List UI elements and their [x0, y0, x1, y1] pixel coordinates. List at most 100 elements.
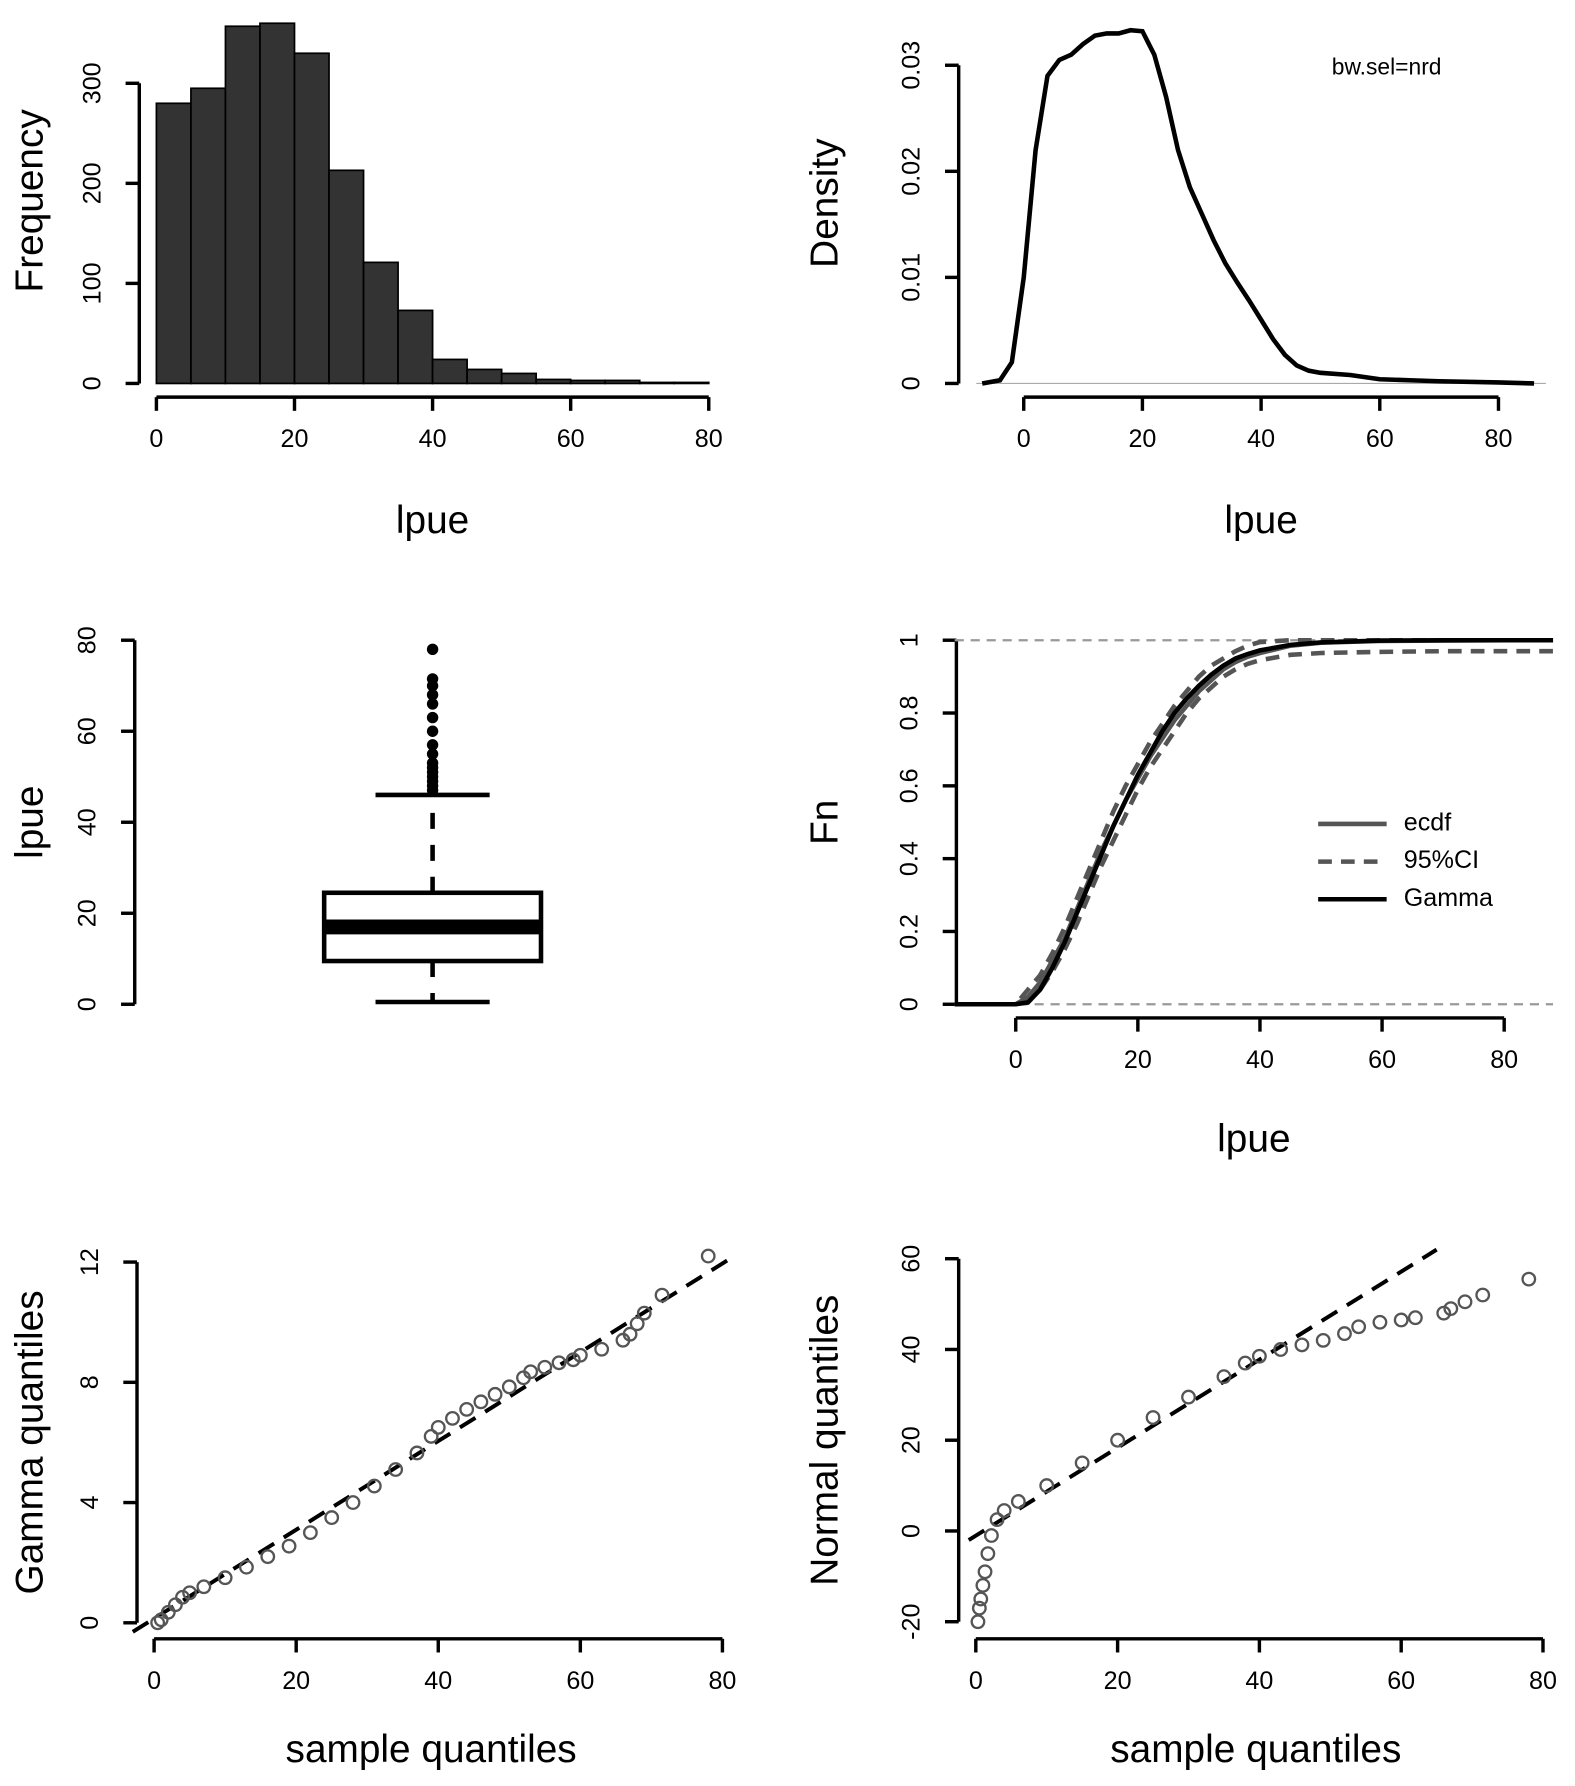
point	[1074, 1455, 1090, 1471]
point	[1351, 1319, 1367, 1335]
x-tick-label: 20	[281, 425, 309, 453]
outlier	[426, 689, 439, 701]
reference-line	[131, 1257, 731, 1634]
x-axis-label: sample quantiles	[286, 1728, 577, 1771]
y-tick-label: 4	[76, 1496, 104, 1510]
bar	[293, 52, 330, 385]
point	[1273, 1342, 1289, 1357]
y-tick-label: 60	[74, 717, 102, 745]
point	[537, 1359, 553, 1375]
point	[430, 1419, 446, 1435]
y-tick-label: 0	[78, 376, 106, 390]
bar	[673, 381, 710, 385]
point	[388, 1462, 404, 1477]
point	[629, 1316, 645, 1332]
bar	[155, 102, 192, 385]
x-tick-label: 0	[1017, 425, 1031, 453]
y-tick-label: 0.4	[895, 841, 923, 876]
x-tick-label: 0	[147, 1667, 161, 1695]
outlier	[426, 643, 439, 656]
x-tick-label: 0	[969, 1667, 983, 1695]
x-tick-label: 60	[557, 425, 585, 453]
y-axis-label: Frequency	[8, 109, 51, 293]
y-axis-label: Fn	[804, 800, 847, 845]
y-tick-label: 100	[78, 262, 106, 304]
x-tick-label: 80	[1529, 1667, 1557, 1695]
bar	[190, 87, 227, 385]
point	[654, 1287, 670, 1303]
y-tick-label: 0.6	[895, 768, 923, 803]
y-axis-label: lpue	[8, 786, 51, 859]
bar	[259, 22, 296, 385]
point	[980, 1546, 996, 1562]
point	[409, 1445, 425, 1461]
point	[167, 1597, 183, 1613]
legend-label: ecdf	[1404, 809, 1452, 837]
x-tick-label: 20	[1128, 425, 1156, 453]
bar	[466, 368, 503, 385]
point	[1181, 1389, 1196, 1405]
point	[445, 1410, 460, 1426]
y-axis-label: Normal quantiles	[804, 1295, 847, 1586]
y-tick-label: 1	[895, 633, 923, 647]
x-tick-label: 20	[282, 1667, 310, 1695]
x-tick-label: 80	[708, 1667, 736, 1695]
point	[700, 1248, 716, 1264]
point	[1372, 1314, 1388, 1330]
x-tick-label: 0	[149, 425, 163, 453]
bar	[328, 169, 365, 385]
y-tick-label: 0	[898, 376, 926, 390]
y-tick-label: 0.2	[895, 914, 923, 949]
y-tick-label: 0.8	[895, 696, 923, 731]
x-axis-label: lpue	[1217, 1117, 1290, 1160]
point	[551, 1355, 567, 1371]
point	[572, 1347, 588, 1363]
point	[1315, 1332, 1331, 1348]
point	[1216, 1369, 1232, 1385]
bar	[431, 358, 468, 385]
y-tick-label: 0	[74, 997, 102, 1011]
x-axis-label: sample quantiles	[1110, 1728, 1401, 1771]
outlier	[426, 711, 439, 724]
bar	[397, 309, 434, 385]
y-tick-label: 0	[76, 1616, 104, 1630]
reference-line	[967, 1247, 1438, 1542]
annotation: bw.sel=nrd	[1332, 54, 1442, 80]
y-tick-label: 0	[898, 1524, 926, 1538]
point	[366, 1478, 382, 1494]
y-axis-label: Density	[804, 138, 847, 268]
point	[1393, 1312, 1409, 1328]
y-tick-label: 20	[898, 1426, 926, 1454]
legend-label: Gamma	[1404, 884, 1493, 912]
point	[182, 1585, 198, 1601]
point	[196, 1579, 212, 1595]
point	[523, 1364, 539, 1380]
point	[1237, 1355, 1253, 1371]
bar	[362, 261, 399, 385]
outlier	[426, 739, 439, 751]
outlier	[426, 748, 439, 760]
point	[239, 1559, 254, 1575]
point	[983, 1528, 999, 1543]
point	[1110, 1432, 1126, 1448]
point	[971, 1600, 987, 1616]
point	[622, 1326, 638, 1342]
y-tick-label: 60	[898, 1245, 926, 1273]
point	[302, 1525, 318, 1541]
outlier	[426, 673, 439, 685]
point	[1407, 1310, 1423, 1326]
ecdf-line	[954, 637, 1554, 1007]
density-line	[981, 27, 1535, 386]
bar	[500, 372, 538, 385]
ecdf-line	[954, 648, 1554, 1007]
x-tick-label: 80	[695, 425, 723, 453]
y-tick-label: 12	[76, 1248, 104, 1276]
ecdf-line	[954, 637, 1554, 1007]
x-axis-label: lpue	[1224, 499, 1297, 542]
x-axis-label: lpue	[396, 499, 469, 542]
point	[973, 1591, 989, 1607]
y-tick-label: 300	[78, 62, 106, 104]
y-tick-label: 40	[898, 1335, 926, 1363]
point	[1251, 1348, 1267, 1364]
